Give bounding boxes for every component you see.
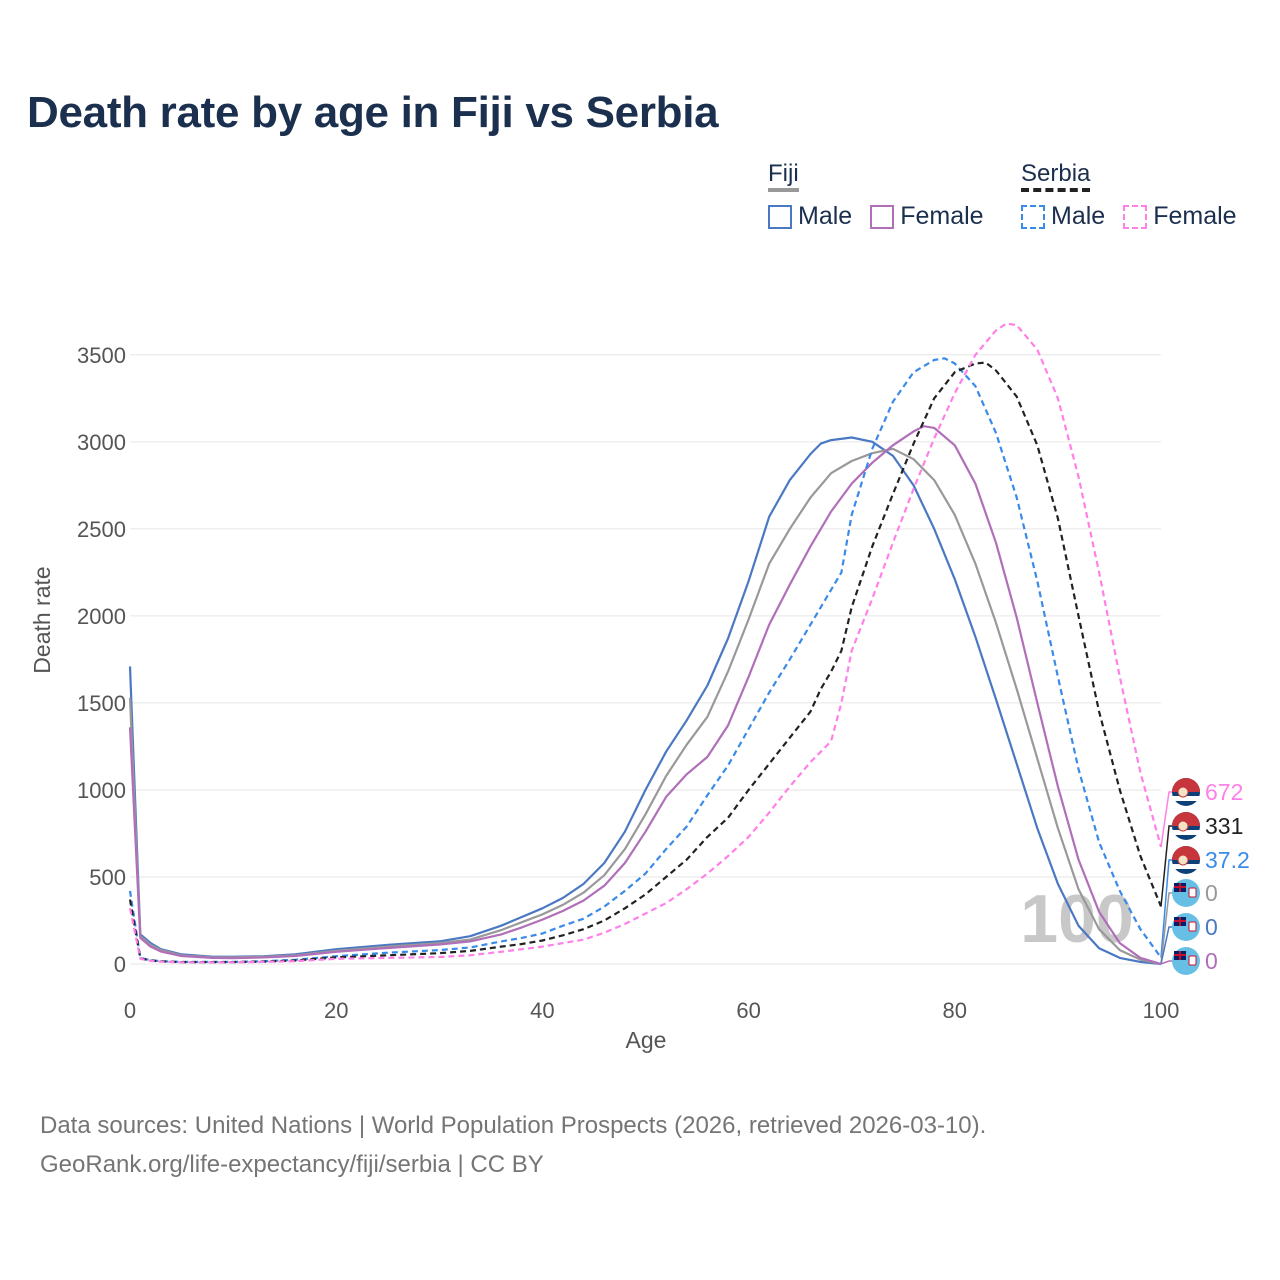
end-label-connector [1160,825,1172,907]
y-tick-label: 3000 [77,430,126,455]
footer-sources: Data sources: United Nations | World Pop… [40,1112,987,1139]
legend-item-label: Male [798,202,853,230]
legend-item-label: Female [1153,202,1237,230]
end-value-label: 331 [1205,813,1243,839]
legend-swatch [768,204,792,229]
legend-item-fiji-male[interactable]: Male [768,202,852,231]
y-tick-label: 2000 [77,604,126,629]
footer-link[interactable]: GeoRank.org/life-expectancy/fiji/serbia … [40,1151,544,1178]
legend-swatch [1123,204,1148,229]
legend-item-label: Female [900,202,984,230]
end-value-label: 0 [1205,914,1218,940]
end-label-connector [1160,926,1172,965]
y-tick-label: 3500 [77,343,126,368]
serbia-flag-emblem [1177,820,1189,832]
legend-group-line [1021,188,1091,192]
legend-item-serbia-female[interactable]: Female [1123,202,1237,231]
serbia-flag-white-band [1172,796,1200,801]
legend-group-label: Serbia [1021,160,1091,192]
x-tick-label: 40 [530,998,554,1023]
legend-group-line [768,188,799,192]
legend-group-label-text: Fiji [768,160,799,187]
fiji-flag-shield [1188,955,1197,966]
end-label-connector [1160,859,1172,958]
y-tick-label: 1500 [77,691,126,716]
legend-item-fiji-female[interactable]: Female [870,202,984,231]
serbia-flag-emblem [1177,854,1189,866]
legend-swatch [1021,204,1045,229]
legend-group-label-text: Serbia [1021,160,1091,187]
legend-group-fiji: Fiji Male Female [768,160,1002,231]
y-tick-label: 0 [114,952,126,977]
x-tick-label: 80 [943,998,967,1023]
page-title: Death rate by age in Fiji vs Serbia [27,88,719,137]
y-tick-label: 500 [89,865,126,890]
serbia-flag-white-band [1172,864,1200,869]
y-axis-title: Death rate [29,566,55,673]
end-value-label: 0 [1205,948,1218,974]
end-label-layer: 672 331 37.2 0 0 0 [1160,778,1250,975]
serbia-flag-emblem [1177,786,1189,798]
axis-layer: 0 500 1000 1500 2000 2500 3000 3500 0 20 40 60 80 100 [77,343,1179,1023]
x-tick-label: 0 [124,998,136,1023]
x-axis-title: Age [626,1027,667,1053]
series-line-fiji-total [128,447,1162,966]
end-label-connector [1160,960,1172,965]
legend-item-label: Male [1051,202,1106,230]
series-line-fiji-female [128,425,1162,966]
legend-group-serbia: Serbia Male Female [1021,160,1237,231]
series-line-serbia-female [128,322,1163,964]
x-tick-label: 100 [1143,998,1180,1023]
y-tick-label: 2500 [77,517,126,542]
x-tick-label: 60 [736,998,760,1023]
series-line-fiji-male [128,436,1162,966]
series-line-serbia-male [128,357,1162,963]
end-label-connector [1160,892,1172,965]
end-value-label: 0 [1205,880,1218,906]
end-value-label: 672 [1205,779,1243,805]
serbia-flag-white-band [1172,830,1200,835]
legend-item-serbia-male[interactable]: Male [1021,202,1105,231]
end-value-label: 37.2 [1205,847,1250,873]
series-line-serbia-total [128,361,1163,964]
end-label-connector [1160,791,1172,848]
footer: Data sources: United Nations | World Pop… [40,1106,986,1184]
fiji-flag-shield [1188,921,1197,932]
x-tick-label: 20 [324,998,348,1023]
legend-swatch [870,204,895,229]
legend-group-label: Fiji [768,160,799,192]
y-tick-label: 1000 [77,778,126,803]
series-layer [128,322,1163,966]
fiji-flag-shield [1188,887,1197,898]
